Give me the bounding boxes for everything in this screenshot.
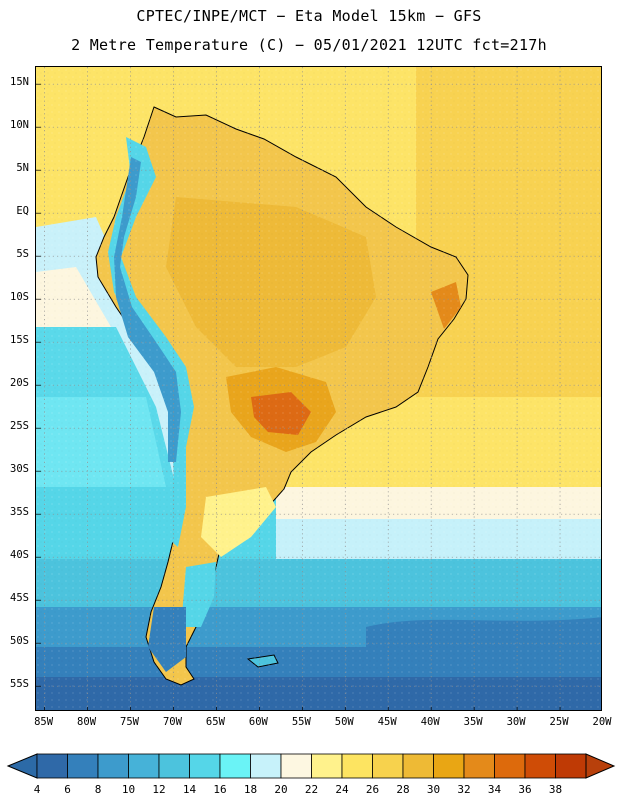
lon-label: 55W xyxy=(291,716,311,728)
lat-label: 45S xyxy=(10,592,29,605)
lon-label: 30W xyxy=(506,716,526,728)
colorbar-tick-label: 36 xyxy=(518,783,532,796)
colorbar-cell xyxy=(280,753,312,779)
colorbar-cell xyxy=(463,753,495,779)
colorbar-tick-label: 8 xyxy=(94,783,102,796)
colorbar-cell xyxy=(158,753,190,779)
lon-label: 20W xyxy=(592,716,612,728)
colorbar-tick-label: 24 xyxy=(335,783,349,796)
colorbar-tick-label: 4 xyxy=(33,783,41,796)
colorbar-tick-label: 26 xyxy=(365,783,380,796)
colorbar-tick-label: 10 xyxy=(121,783,136,796)
lon-label: 45W xyxy=(377,716,397,728)
colorbar-over-arrow-icon xyxy=(585,753,616,779)
lat-label: 55S xyxy=(10,678,29,691)
colorbar-cell xyxy=(97,753,129,779)
colorbar-tick-label: 12 xyxy=(152,783,166,796)
colorbar-cell xyxy=(250,753,282,779)
colorbar-tick-label: 20 xyxy=(274,783,288,796)
lon-label: 40W xyxy=(420,716,440,728)
colorbar-tick-label: 30 xyxy=(426,783,441,796)
colorbar-cell xyxy=(311,753,343,779)
colorbar-cell xyxy=(36,753,68,779)
lat-label: 15N xyxy=(10,76,29,89)
lat-label: 10S xyxy=(10,291,29,304)
lat-label: EQ xyxy=(16,205,29,218)
lon-label: 50W xyxy=(334,716,354,728)
colorbar-cell xyxy=(341,753,373,779)
colorbar-tick-label: 28 xyxy=(396,783,410,796)
lon-label: 80W xyxy=(77,716,97,728)
colorbar-cell xyxy=(524,753,556,779)
lat-label: 5S xyxy=(16,248,29,261)
lat-label: 50S xyxy=(10,635,29,648)
lat-label: 25S xyxy=(10,420,29,433)
colorbar-cells xyxy=(36,753,587,779)
colorbar-under-arrow-icon xyxy=(6,753,38,779)
map-texture xyxy=(36,67,601,710)
colorbar-cell xyxy=(433,753,465,779)
graticule xyxy=(36,67,601,710)
colorbar-tick-label: 22 xyxy=(304,783,319,796)
colorbar-cell xyxy=(494,753,526,779)
colorbar-cell xyxy=(128,753,160,779)
colorbar-cell xyxy=(189,753,221,779)
colorbar-cell xyxy=(67,753,99,779)
colorbar-tick-label: 32 xyxy=(457,783,471,796)
lat-label: 40S xyxy=(10,549,29,562)
lat-label: 10N xyxy=(10,119,29,132)
map-title-line-2: 2 Metre Temperature (C) − 05/01/2021 12U… xyxy=(71,36,547,54)
lon-label: 25W xyxy=(549,716,569,728)
colorbar-tick-label: 18 xyxy=(243,783,258,796)
lon-label: 65W xyxy=(205,716,225,728)
colorbar-cell xyxy=(219,753,251,779)
lon-label: 70W xyxy=(162,716,182,728)
colorbar-cell xyxy=(372,753,404,779)
map-panel[interactable] xyxy=(35,66,602,711)
lon-label: 35W xyxy=(463,716,483,728)
colorbar-tick-label: 6 xyxy=(64,783,71,796)
colorbar-tick-label: 14 xyxy=(182,783,197,796)
colorbar-tick-label: 34 xyxy=(487,783,502,796)
lat-label: 5N xyxy=(16,162,29,175)
colorbar-cell xyxy=(555,753,587,779)
map-title-line-1: CPTEC/INPE/MCT − Eta Model 15km − GFS xyxy=(136,7,482,25)
lat-label: 30S xyxy=(10,463,29,476)
lat-label: 35S xyxy=(10,506,29,519)
lat-label: 20S xyxy=(10,377,29,390)
lat-label: 15S xyxy=(10,334,29,347)
colorbar-cell xyxy=(402,753,434,779)
lon-label: 60W xyxy=(248,716,268,728)
lon-label: 75W xyxy=(120,716,139,728)
colorbar-tick-label: 16 xyxy=(213,783,227,796)
colorbar-tick-label: 38 xyxy=(548,783,563,796)
temperature-colorbar xyxy=(6,753,616,779)
temperature-map xyxy=(36,67,601,710)
lon-label: 85W xyxy=(34,716,54,728)
